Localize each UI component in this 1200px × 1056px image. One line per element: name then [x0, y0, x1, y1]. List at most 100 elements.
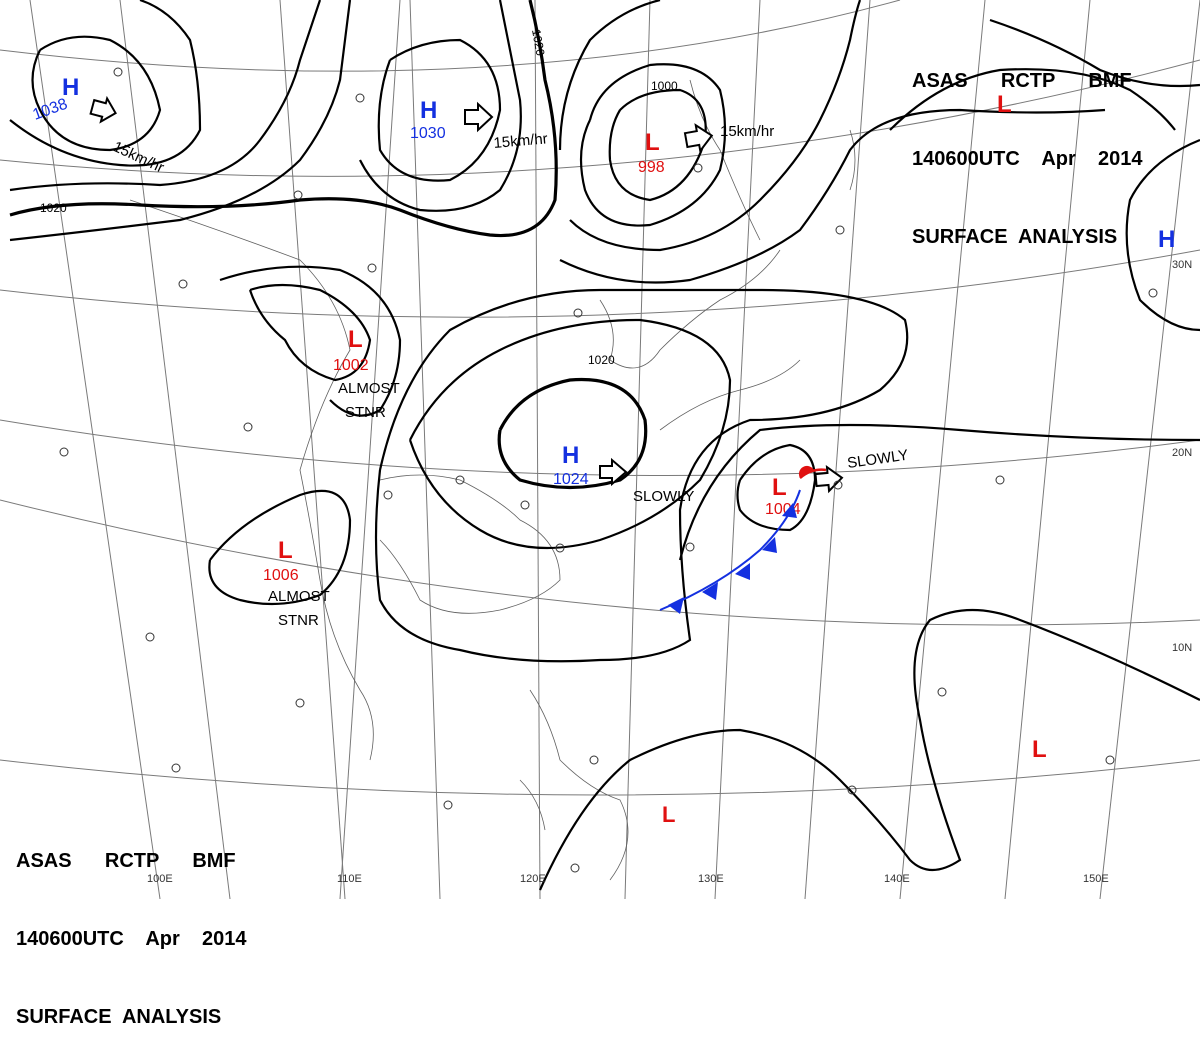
movement-arrows [89, 95, 844, 494]
lon-label: 100E [147, 873, 173, 885]
isobar-closed-l998 [608, 88, 707, 202]
latitude-line-10n [0, 499, 1200, 626]
station-marker [293, 190, 303, 200]
motion-arrow [814, 464, 844, 494]
station-marker [145, 632, 155, 642]
station-marker [295, 698, 305, 708]
high-center-1024: H [562, 442, 579, 469]
isobars [9, 0, 1200, 891]
lon-label: 110E [337, 873, 362, 885]
station-plots [59, 67, 1158, 873]
map-header-bottom: ASAS RCTP BMF 140600UTC Apr 2014 SURFACE… [16, 796, 247, 1056]
isobar-value: 1020 [529, 28, 547, 57]
lat-label: 30N [1172, 259, 1192, 271]
low-value-1002: 1002 [333, 357, 369, 374]
high-center-1030: H [420, 97, 437, 124]
low-center-1006: L [278, 537, 293, 564]
longitude-line-150e [1099, 0, 1200, 899]
station-marker [171, 763, 181, 773]
motion-label-stnr: STNR [278, 612, 319, 629]
station-marker [443, 800, 453, 810]
longitude-line-110e [279, 0, 346, 899]
motion-label-almost: ALMOST [268, 588, 330, 605]
header-line-time: 140600UTC Apr 2014 [912, 148, 1143, 170]
pressure-centers: H 1038 H 1030 H 1024 H L 998 L 1002 L 10… [31, 74, 1176, 827]
longitude-line-140e [899, 0, 986, 899]
header-line-title: SURFACE ANALYSIS [16, 1006, 222, 1028]
station-marker [59, 447, 69, 457]
motion-label-slowly: SLOWLY [633, 488, 694, 505]
station-marker [573, 308, 583, 318]
cold-front-barb [735, 563, 750, 580]
isobar-closed-l1006 [208, 489, 352, 606]
isobar-labels: 1020 1020 1000 1020 [40, 28, 678, 367]
station-marker [1148, 288, 1158, 298]
motion-arrow [89, 95, 117, 124]
isobar-closed-h1024 [497, 377, 648, 490]
station-marker [113, 67, 123, 77]
motion-arrow [464, 101, 494, 133]
station-marker [589, 755, 599, 765]
cold-front-barb [668, 597, 684, 614]
high-center-east: H [1158, 226, 1175, 253]
isobar-value: 1000 [651, 79, 678, 93]
motion-arrow [683, 123, 714, 154]
cold-front-barb [782, 503, 797, 518]
lat-label: 10N [1172, 642, 1192, 654]
station-marker [243, 422, 253, 432]
low-center-northeast: L [997, 91, 1012, 118]
isobar-closed-h1030 [377, 38, 502, 182]
warm-front-bump [798, 465, 814, 478]
station-marker [833, 480, 843, 490]
low-center-1002: L [348, 326, 363, 353]
speed-label: 15km/hr [493, 130, 548, 152]
header-line-title: SURFACE ANALYSIS [912, 226, 1118, 248]
lon-label: 140E [884, 873, 910, 885]
station-marker [455, 475, 465, 485]
low-center-southeast: L [1032, 736, 1047, 763]
motion-arrow [599, 457, 628, 487]
isobar-closed-h1038 [31, 35, 162, 152]
station-marker [995, 475, 1005, 485]
header-line-time: 140600UTC Apr 2014 [16, 928, 247, 950]
low-value-998: 998 [638, 159, 665, 176]
grid-labels: 10N 20N 30N 100E 110E 120E 130E 140E 150… [147, 259, 1192, 885]
station-marker [367, 263, 377, 273]
station-marker [570, 863, 580, 873]
map-header-top: ASAS RCTP BMF 140600UTC Apr 2014 SURFACE… [912, 16, 1143, 276]
lat-label: 20N [1172, 447, 1192, 459]
low-center-south: L [662, 802, 675, 827]
station-marker [847, 785, 857, 795]
station-marker [383, 490, 393, 500]
station-marker [835, 225, 845, 235]
lon-label: 120E [520, 873, 546, 885]
isobar-closed-l1002 [248, 283, 372, 382]
station-marker [1105, 755, 1115, 765]
isobar-value: 1020 [588, 353, 615, 367]
station-marker [937, 687, 947, 697]
motion-label-almost: ALMOST [338, 380, 400, 397]
isobar-value: 1020 [40, 201, 67, 215]
latitude-line-30n [0, 249, 1200, 318]
station-marker [355, 93, 365, 103]
isobar-1000 [579, 63, 727, 227]
station-marker [555, 543, 565, 553]
longitude-line-130e [714, 0, 761, 899]
weather-map: H 1038 H 1030 H 1024 H L 998 L 1002 L 10… [0, 0, 1200, 899]
header-line-product: ASAS RCTP BMF [912, 70, 1132, 92]
longitude-line-120e [534, 0, 541, 899]
station-marker [520, 500, 530, 510]
high-center-1038: H [62, 74, 79, 101]
speed-label: 15km/hr [720, 123, 774, 140]
header-line-product: ASAS RCTP BMF [16, 850, 236, 872]
station-marker [685, 542, 695, 552]
high-value-1024: 1024 [553, 471, 589, 488]
station-marker [178, 279, 188, 289]
movement-labels: 15km/hr 15km/hr 15km/hr SLOWLY SLOWLY AL… [110, 123, 909, 629]
high-value-1030: 1030 [410, 125, 446, 142]
low-value-1006: 1006 [263, 567, 299, 584]
isobar-closed-l1004 [736, 443, 817, 532]
lon-label: 150E [1083, 873, 1109, 885]
cold-front-barb [762, 537, 777, 553]
low-center-998: L [645, 129, 660, 156]
